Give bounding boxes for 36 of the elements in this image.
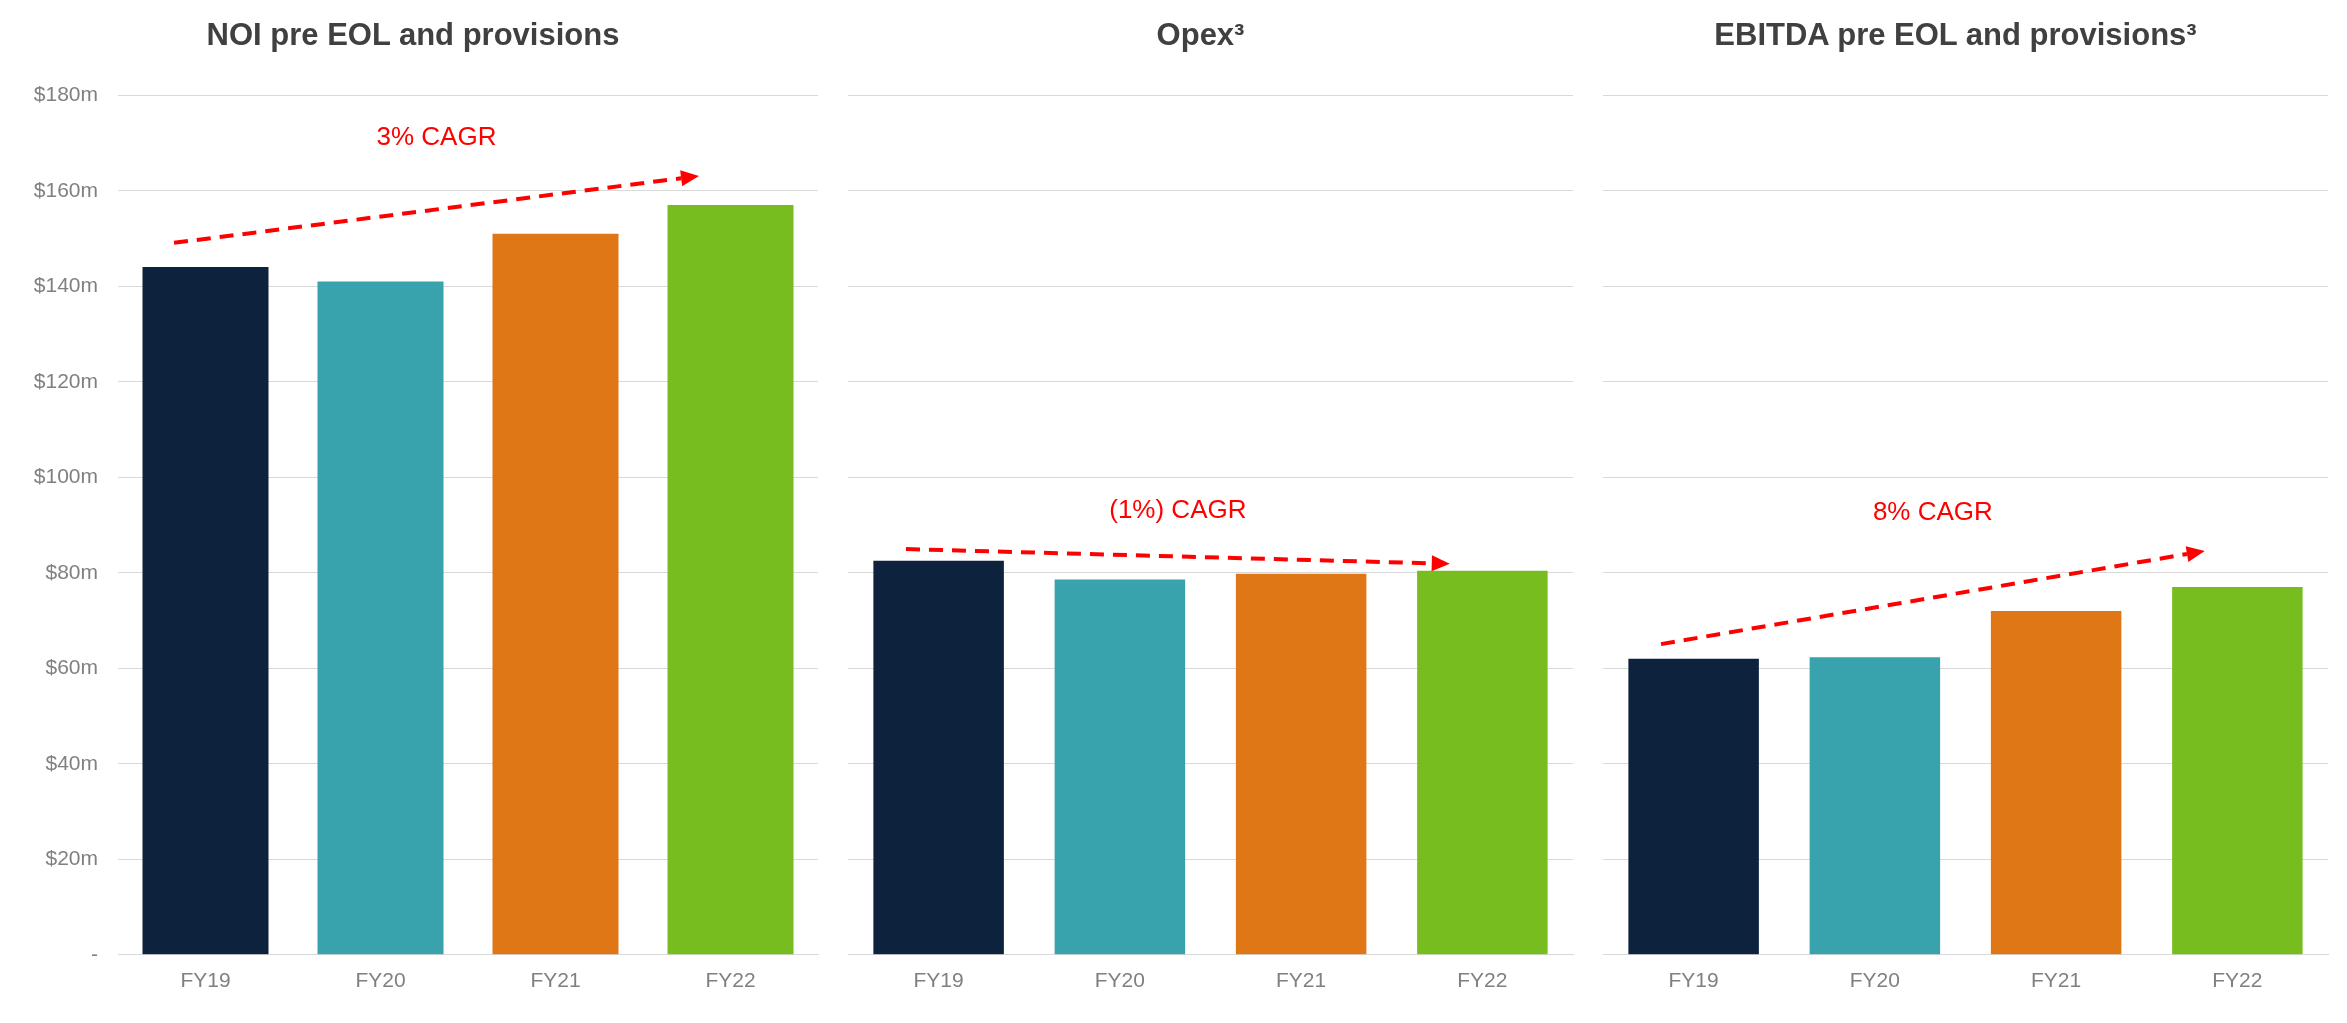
- bar: [492, 233, 619, 955]
- x-tick-label: FY19: [1668, 968, 1719, 992]
- chart-title: Opex³: [1156, 17, 1245, 53]
- y-tick-label: $100m: [33, 464, 98, 488]
- bar: [1809, 657, 1941, 955]
- x-tick-label: FY19: [913, 968, 964, 992]
- y-tick-label: $20m: [45, 846, 98, 870]
- x-tick-label: FY20: [1849, 968, 1900, 992]
- bar: [317, 281, 444, 955]
- x-tick-label: FY22: [2212, 968, 2263, 992]
- y-tick-label: $40m: [45, 750, 98, 774]
- y-tick-label: $160m: [33, 177, 98, 201]
- x-tick-label: FY19: [180, 968, 231, 992]
- bar: [1990, 610, 2122, 955]
- y-tick-label: -: [91, 941, 98, 965]
- bar: [667, 205, 794, 955]
- y-tick-label: $80m: [45, 559, 98, 583]
- annotation: (1%) CAGR: [1108, 493, 1248, 525]
- y-tick-label: $60m: [45, 655, 98, 679]
- chart-title: NOI pre EOL and provisions: [206, 17, 620, 53]
- x-tick-label: FY21: [1276, 968, 1327, 992]
- x-tick-label: FY21: [2031, 968, 2082, 992]
- x-tick-label: FY21: [530, 968, 581, 992]
- y-tick-label: $120m: [33, 368, 98, 392]
- y-tick-label: $180m: [33, 82, 98, 105]
- x-tick-label: FY20: [355, 968, 406, 992]
- annotation: 3% CAGR: [375, 121, 498, 153]
- x-tick-label: FY22: [1457, 968, 1508, 992]
- x-tick-label: FY20: [1094, 968, 1145, 992]
- bar: [2172, 587, 2303, 955]
- y-tick-label: $140m: [33, 273, 98, 297]
- chart-title: EBITDA pre EOL and provisions³: [1714, 17, 2197, 53]
- x-tick-label: FY22: [705, 968, 756, 992]
- annotation: 8% CAGR: [1871, 496, 1994, 528]
- bar: [1628, 658, 1759, 955]
- bar: [142, 267, 269, 955]
